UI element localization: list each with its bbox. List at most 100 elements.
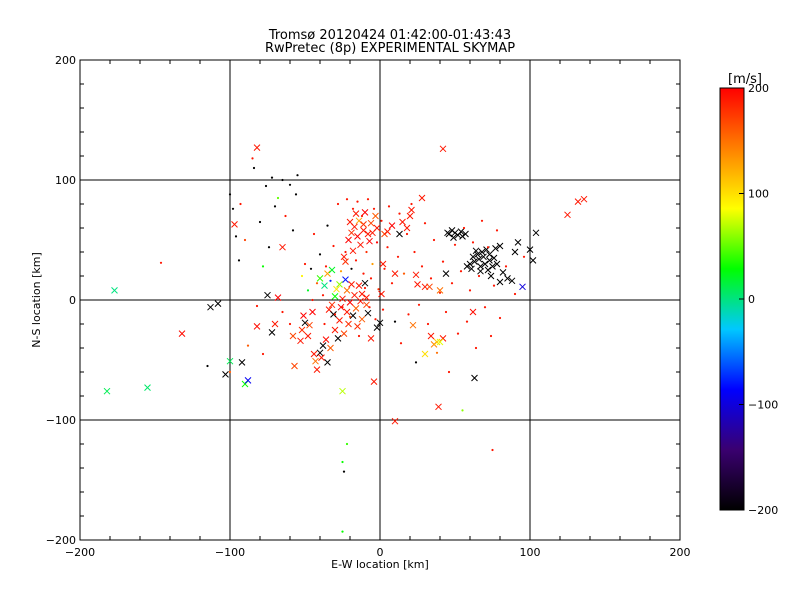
x-marker	[396, 230, 403, 238]
y-tick-label: 100	[55, 174, 76, 187]
x-marker	[274, 294, 282, 301]
x-marker	[378, 290, 385, 298]
dot-marker	[491, 448, 494, 452]
x-marker	[469, 253, 477, 261]
dot-marker	[251, 157, 254, 160]
dot-marker	[276, 196, 280, 200]
x-marker	[343, 308, 351, 316]
dot-marker	[522, 255, 526, 258]
x-marker	[487, 272, 495, 280]
dot-marker	[483, 306, 487, 309]
x-marker	[214, 300, 222, 307]
x-marker	[342, 276, 349, 283]
dot-marker	[291, 229, 295, 232]
tick-labels: −200 −100 0 100 200 −200 −100 0 100 200	[46, 54, 691, 559]
dot-marker	[159, 261, 163, 264]
x-marker	[358, 315, 366, 323]
x-marker	[361, 209, 369, 216]
colorbar-tick-label: −200	[748, 504, 778, 517]
dot-marker	[329, 279, 332, 282]
dot-marker	[255, 304, 259, 308]
x-marker	[477, 267, 484, 275]
x-marker	[207, 303, 214, 311]
dot-marker	[309, 267, 313, 270]
dot-marker	[281, 310, 284, 314]
x-tick-label: −200	[65, 546, 95, 559]
x-marker	[222, 371, 229, 378]
x-marker	[366, 237, 373, 245]
x-marker	[358, 290, 366, 298]
x-marker	[486, 257, 493, 264]
x-marker	[376, 319, 384, 327]
x-marker	[309, 308, 316, 316]
x-marker	[508, 277, 516, 285]
x-marker	[433, 338, 441, 346]
dot-marker	[231, 207, 235, 210]
dot-marker	[345, 442, 349, 446]
colorbar-tick-label: 0	[748, 293, 755, 306]
colorbar-tick-label: 200	[748, 82, 769, 95]
x-marker	[355, 282, 363, 289]
x-marker	[348, 229, 355, 237]
dot-marker	[504, 265, 508, 268]
x-marker	[333, 285, 340, 293]
dot-marker	[237, 259, 241, 262]
dot-marker	[402, 272, 406, 275]
x-marker	[337, 303, 345, 311]
dot-marker	[366, 198, 370, 201]
x-marker	[414, 281, 421, 288]
x-marker	[478, 248, 486, 256]
x-marker	[367, 335, 375, 342]
dot-marker	[332, 244, 335, 248]
y-axis-label: N-S location [km]	[30, 252, 43, 348]
x-marker	[298, 326, 306, 334]
dot-marker	[471, 241, 475, 244]
x-marker	[330, 311, 337, 318]
dot-marker	[368, 306, 371, 309]
x-marker	[354, 323, 361, 330]
x-marker	[342, 258, 349, 265]
dot-marker	[315, 282, 319, 285]
y-tick-label: 200	[55, 54, 76, 67]
dot-marker	[413, 250, 416, 254]
x-marker	[340, 253, 348, 261]
x-marker	[253, 323, 261, 330]
x-marker	[421, 350, 429, 358]
dot-marker	[414, 361, 418, 364]
dot-marker	[362, 272, 365, 275]
dot-marker	[273, 205, 277, 208]
dot-marker	[294, 193, 298, 196]
dot-marker	[267, 246, 271, 249]
x-marker	[357, 241, 364, 249]
dot-marker	[323, 322, 326, 326]
dot-marker	[461, 409, 464, 412]
dot-marker	[311, 298, 314, 302]
x-marker	[564, 211, 571, 219]
x-marker	[466, 260, 474, 268]
x-marker	[345, 236, 352, 244]
x-marker	[580, 195, 588, 203]
x-marker	[472, 247, 480, 255]
x-marker	[514, 239, 522, 246]
x-marker	[324, 270, 331, 277]
dot-marker	[372, 207, 376, 210]
x-marker	[111, 287, 118, 294]
dot-marker	[432, 238, 436, 242]
dot-marker	[261, 265, 265, 268]
dot-marker	[288, 322, 292, 326]
x-marker	[301, 319, 309, 327]
dot-marker	[369, 277, 373, 280]
dot-marker	[489, 334, 493, 338]
x-marker	[436, 338, 444, 346]
x-marker	[492, 245, 499, 252]
colorbar-tick-label: 100	[748, 188, 769, 201]
dot-marker	[417, 303, 421, 306]
dot-marker	[474, 346, 478, 350]
x-marker	[471, 258, 478, 265]
dot-marker	[407, 313, 410, 316]
x-marker	[349, 312, 357, 319]
x-marker	[364, 309, 372, 317]
x-marker	[504, 275, 511, 282]
x-marker	[352, 210, 360, 217]
x-marker	[373, 224, 381, 232]
